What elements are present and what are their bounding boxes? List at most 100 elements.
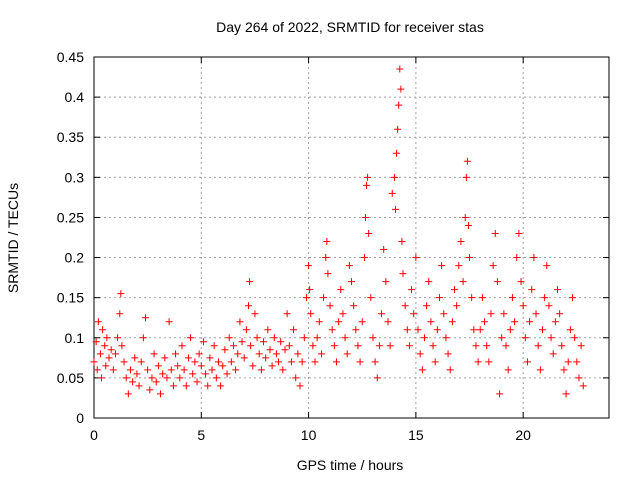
data-point [562, 390, 570, 398]
y-tick-label: 0.4 [65, 89, 85, 105]
data-point [251, 310, 259, 318]
data-point [320, 294, 328, 302]
data-point [214, 358, 222, 366]
data-point [532, 310, 540, 318]
data-point [498, 334, 506, 342]
data-point [478, 294, 486, 302]
data-point [438, 262, 446, 270]
data-point [337, 286, 345, 294]
data-point [133, 370, 141, 378]
data-point [163, 374, 171, 382]
data-point [500, 310, 508, 318]
data-point [204, 382, 212, 390]
data-point [390, 173, 398, 181]
data-point [462, 173, 470, 181]
data-point [212, 374, 220, 382]
data-point [528, 286, 536, 294]
data-point [292, 374, 300, 382]
data-point [249, 362, 257, 370]
y-tick-label: 0.1 [65, 330, 85, 346]
data-point [109, 366, 117, 374]
data-point [401, 302, 409, 310]
data-point [242, 326, 250, 334]
data-point [384, 318, 392, 326]
data-point [118, 342, 126, 350]
data-point [394, 125, 402, 133]
data-point [354, 342, 362, 350]
data-point [398, 238, 406, 246]
data-point [571, 334, 579, 342]
data-point [227, 358, 235, 366]
data-point [513, 254, 521, 262]
data-point [270, 334, 278, 342]
data-point [403, 326, 411, 334]
data-point [283, 310, 291, 318]
data-point [234, 350, 242, 358]
data-point [405, 342, 413, 350]
data-point [105, 354, 113, 362]
data-point [323, 238, 331, 246]
data-point [412, 254, 420, 262]
data-point [238, 338, 246, 346]
data-point [468, 294, 476, 302]
data-point [554, 286, 561, 294]
data-point [335, 318, 343, 326]
data-point [455, 262, 463, 270]
data-point [378, 310, 386, 318]
data-point [187, 334, 195, 342]
data-point [294, 350, 302, 358]
data-point [199, 338, 207, 346]
data-point [217, 382, 225, 390]
y-tick-label: 0.2 [65, 250, 85, 266]
data-point [358, 318, 366, 326]
data-point [526, 318, 534, 326]
data-point [305, 262, 313, 270]
data-point [262, 354, 270, 362]
data-point [296, 382, 304, 390]
data-point [257, 366, 265, 374]
data-point [446, 366, 454, 374]
data-point [410, 310, 418, 318]
data-point [575, 374, 583, 382]
data-point [302, 294, 310, 302]
data-point [322, 254, 330, 262]
data-point [111, 350, 119, 358]
data-point [126, 366, 134, 374]
data-point [135, 382, 143, 390]
data-point [246, 278, 254, 286]
data-point [420, 334, 428, 342]
data-point [94, 318, 102, 326]
data-point [461, 213, 469, 221]
data-point [425, 278, 433, 286]
data-point [549, 350, 557, 358]
data-point [364, 173, 372, 181]
data-point [530, 254, 538, 262]
data-point [350, 302, 358, 310]
data-points [90, 65, 587, 398]
data-point [506, 326, 514, 334]
data-point [290, 326, 298, 334]
data-point [150, 350, 158, 358]
data-point [485, 358, 493, 366]
data-point [345, 262, 353, 270]
data-point [172, 350, 180, 358]
data-point [453, 302, 461, 310]
data-point [519, 302, 527, 310]
data-point [476, 326, 484, 334]
data-point [277, 338, 285, 346]
data-point [487, 310, 495, 318]
data-point [129, 378, 137, 386]
data-point [264, 326, 272, 334]
data-point [493, 278, 501, 286]
data-point [502, 342, 510, 350]
data-point [117, 290, 125, 298]
axis-ticks: 0 5 10 15 20 0 0.05 0.1 0.15 0.2 0.25 0.3 0.35 0.4 0.4… [57, 49, 609, 443]
data-point [96, 350, 104, 358]
data-point [538, 326, 546, 334]
data-point [431, 358, 439, 366]
data-point [521, 334, 529, 342]
data-point [369, 334, 377, 342]
data-point [545, 302, 553, 310]
data-point [504, 366, 512, 374]
data-point [313, 334, 321, 342]
